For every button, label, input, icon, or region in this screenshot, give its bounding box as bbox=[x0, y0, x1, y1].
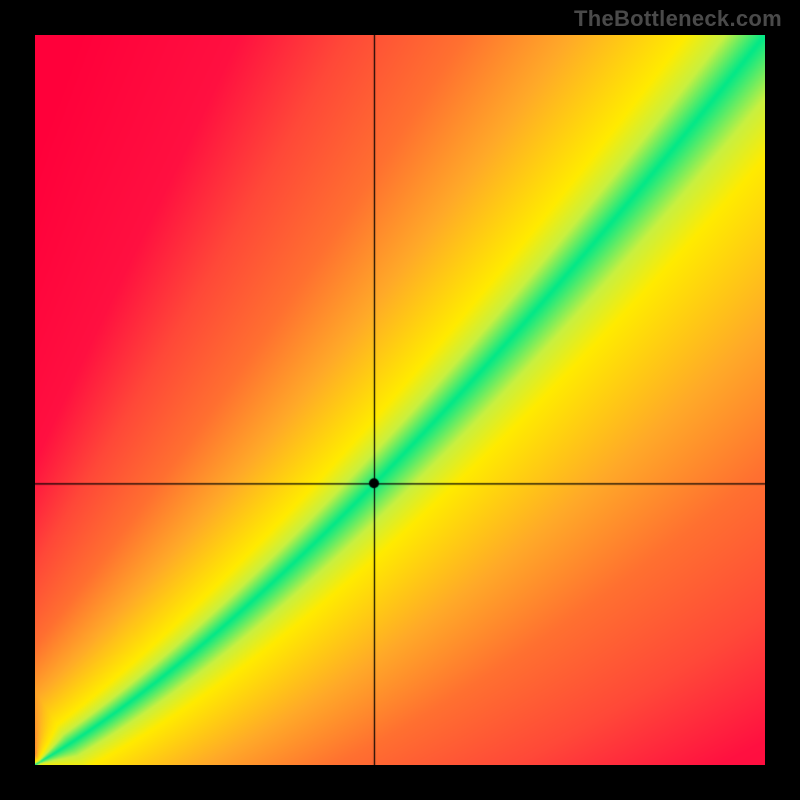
heatmap-canvas bbox=[35, 35, 765, 765]
heatmap-plot bbox=[35, 35, 765, 765]
watermark-text: TheBottleneck.com bbox=[574, 6, 782, 32]
